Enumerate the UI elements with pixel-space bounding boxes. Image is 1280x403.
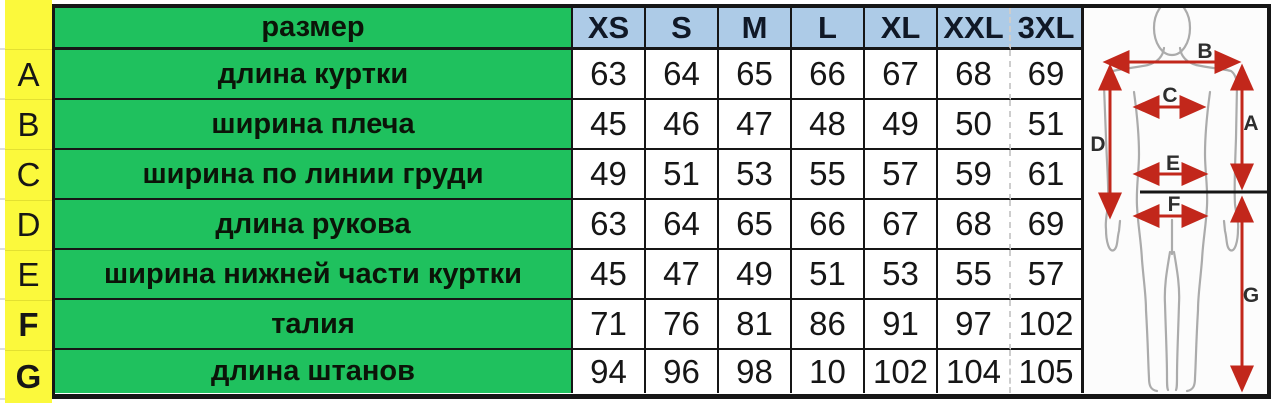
diagram-label-g: G [1243,284,1259,307]
cell-a-s: 64 [646,50,719,100]
cell-b-l: 48 [792,100,865,150]
cell-g-l: 10 [792,350,865,393]
cell-d-s: 64 [646,200,719,250]
cell-e-l: 51 [792,250,865,300]
cell-a-xs: 63 [573,50,646,100]
cell-g-xxl: 104 [938,350,1011,393]
cell-g-m: 98 [719,350,792,393]
row-label-jacket-bottom-width: ширина нижней части куртки [55,250,573,300]
size-header-xs: XS [573,8,646,50]
cell-f-xs: 71 [573,300,646,350]
row-letter-e: E [5,251,52,301]
diagram-label-a: A [1243,112,1258,135]
row-letter-d: D [5,201,52,251]
measurement-diagram: B A C D E F G [1084,8,1267,394]
cell-f-l: 86 [792,300,865,350]
cell-c-l: 55 [792,150,865,200]
row-letter-column: A B C D E F G [5,0,52,403]
diagram-label-b: B [1197,40,1212,63]
diagram-label-c: C [1162,84,1177,107]
row-letter-a: A [5,50,52,101]
size-header-xl: XL [865,8,938,50]
cell-b-s: 46 [646,100,719,150]
row-label-waist: талия [55,300,573,350]
cell-c-xs: 49 [573,150,646,200]
cell-f-s: 76 [646,300,719,350]
cell-a-xl: 67 [865,50,938,100]
measurement-arrows [1098,50,1254,393]
corner-header-cell: размер [55,8,573,50]
row-label-shoulder-width: ширина плеча [55,100,573,150]
cell-c-3xl: 61 [1011,150,1084,200]
cell-f-3xl: 102 [1011,300,1084,350]
size-header-l: L [792,8,865,50]
row-letter-g: G [15,357,42,395]
cell-b-m: 47 [719,100,792,150]
row-letter-b: B [5,100,52,151]
row-letter-c: C [5,150,52,201]
cell-g-3xl: 105 [1011,350,1084,393]
cell-e-s: 47 [646,250,719,300]
cell-a-3xl: 69 [1011,50,1084,100]
cell-d-xxl: 68 [938,200,1011,250]
cell-e-xxl: 55 [938,250,1011,300]
sheet-edge-strip [0,0,5,403]
cell-d-l: 66 [792,200,865,250]
row-label-sleeve-length: длина рукова [55,200,573,250]
cell-d-m: 65 [719,200,792,250]
cell-e-3xl: 57 [1011,250,1084,300]
cell-b-xs: 45 [573,100,646,150]
size-header-m: M [719,8,792,50]
diagram-label-d: D [1090,133,1105,156]
cell-c-s: 51 [646,150,719,200]
size-table: размер XS S M L XL XXL 3XL длина куртки … [55,8,1084,394]
size-header-3xl: 3XL [1011,8,1084,50]
cell-f-xl: 91 [865,300,938,350]
cell-g-xs: 94 [573,350,646,393]
cell-c-xxl: 59 [938,150,1011,200]
diagram-label-e: E [1166,152,1180,175]
size-header-s: S [646,8,719,50]
cell-b-xl: 49 [865,100,938,150]
cell-f-m: 81 [719,300,792,350]
cell-a-m: 65 [719,50,792,100]
cell-e-xl: 53 [865,250,938,300]
cell-d-xl: 67 [865,200,938,250]
row-label-jacket-length: длина куртки [55,50,573,100]
row-label-chest-width: ширина по линии груди [55,150,573,200]
row-label-pants-length: длина штанов [55,350,573,393]
cell-d-3xl: 69 [1011,200,1084,250]
cell-f-xxl: 97 [938,300,1011,350]
cell-c-xl: 57 [865,150,938,200]
cell-e-xs: 45 [573,250,646,300]
cell-g-s: 96 [646,350,719,393]
cell-d-xs: 63 [573,200,646,250]
cell-c-m: 53 [719,150,792,200]
body-measurement-figure-icon: B A C D E F G [1090,8,1267,393]
cell-a-l: 66 [792,50,865,100]
diagram-label-f: F [1168,193,1181,216]
cell-e-m: 49 [719,250,792,300]
size-header-xxl: XXL [938,8,1011,50]
row-letter-f: F [5,301,52,351]
row-letter-spacer [5,0,52,51]
diagram-letters: B A C D E F G [1090,40,1259,307]
cell-a-xxl: 68 [938,50,1011,100]
cell-g-xl: 102 [865,350,938,393]
cell-b-xxl: 50 [938,100,1011,150]
cell-b-3xl: 51 [1011,100,1084,150]
size-table-frame: размер XS S M L XL XXL 3XL длина куртки … [52,4,1271,399]
